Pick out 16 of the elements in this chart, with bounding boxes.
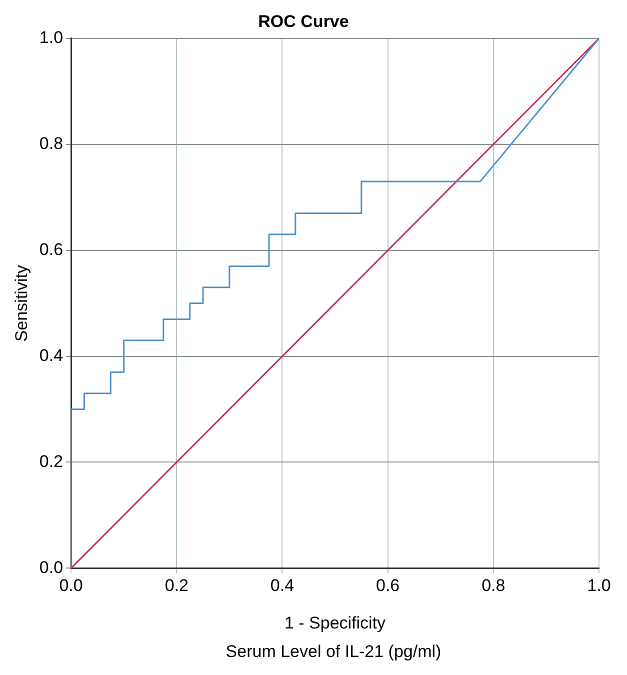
y-tick-label: 0.4 [39,346,64,365]
x-tick-label: 1.0 [587,576,611,596]
x-tick-label: 0.6 [376,576,400,596]
chart-title: ROC Curve [258,12,349,31]
y-tick-label: 1.0 [39,28,64,48]
x-tick-label: 0.8 [482,576,506,596]
y-tick-label: 0.0 [39,558,64,577]
y-tick-label: 0.6 [39,240,64,260]
y-tick-label: 0.8 [39,134,64,154]
y-axis-title: Sensitivity [12,264,31,342]
text: Serum Level of IL-21 (pg/ml) [224,642,442,662]
x-tick-label: 0.0 [59,576,83,596]
y-tick-label: 0.2 [39,452,64,471]
x-tick-label: 0.2 [164,576,188,596]
x-axis-title: 1 - Specificity [284,613,386,632]
x-tick-label: 0.4 [270,576,294,596]
